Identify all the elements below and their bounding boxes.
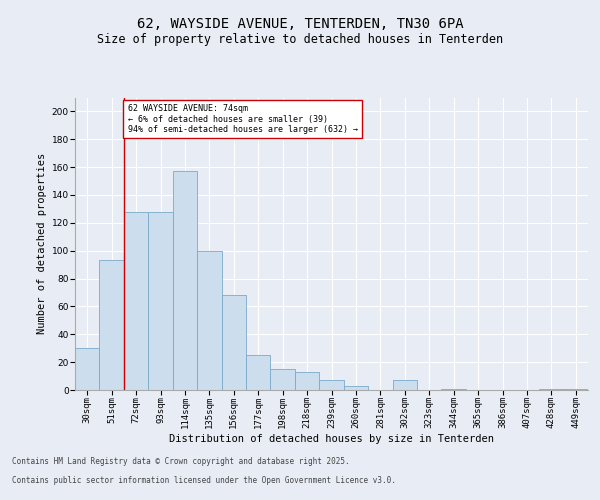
Bar [148,212,173,390]
Bar [539,388,563,390]
Text: Contains HM Land Registry data © Crown copyright and database right 2025.: Contains HM Land Registry data © Crown c… [12,458,350,466]
Bar [173,172,197,390]
Bar [392,380,417,390]
Bar [344,386,368,390]
Bar [75,348,100,390]
Bar [271,369,295,390]
Bar [197,250,221,390]
X-axis label: Distribution of detached houses by size in Tenterden: Distribution of detached houses by size … [169,434,494,444]
Bar [319,380,344,390]
Bar [246,355,271,390]
Text: Contains public sector information licensed under the Open Government Licence v3: Contains public sector information licen… [12,476,396,485]
Text: Size of property relative to detached houses in Tenterden: Size of property relative to detached ho… [97,32,503,46]
Y-axis label: Number of detached properties: Number of detached properties [37,153,47,334]
Bar [295,372,319,390]
Bar [221,296,246,390]
Bar [442,388,466,390]
Text: 62, WAYSIDE AVENUE, TENTERDEN, TN30 6PA: 62, WAYSIDE AVENUE, TENTERDEN, TN30 6PA [137,18,463,32]
Text: 62 WAYSIDE AVENUE: 74sqm
← 6% of detached houses are smaller (39)
94% of semi-de: 62 WAYSIDE AVENUE: 74sqm ← 6% of detache… [128,104,358,134]
Bar [100,260,124,390]
Bar [563,388,588,390]
Bar [124,212,148,390]
